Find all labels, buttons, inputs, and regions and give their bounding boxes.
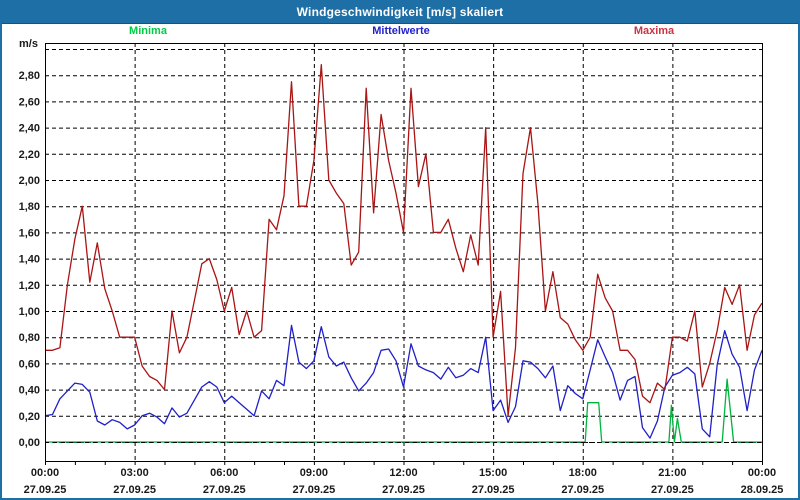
- x-axis-time-label: 21:00: [658, 467, 686, 479]
- x-axis-date-label: 27.09.25: [382, 484, 425, 496]
- series-maxima-line: [45, 64, 763, 417]
- x-axis-time-label: 12:00: [389, 467, 417, 479]
- x-axis-date-label: 27.09.25: [472, 484, 515, 496]
- svg-text:0,20: 0,20: [19, 411, 40, 423]
- svg-text:0,40: 0,40: [19, 385, 40, 397]
- x-axis-time-label: 00:00: [748, 467, 776, 479]
- x-axis-date-label: 27.09.25: [203, 484, 246, 496]
- x-axis-date-label: 27.09.25: [113, 484, 156, 496]
- svg-text:1,80: 1,80: [19, 201, 40, 213]
- legend-minima: Minima: [129, 25, 167, 37]
- svg-text:2,00: 2,00: [19, 175, 40, 187]
- x-axis-time-label: 15:00: [479, 467, 507, 479]
- svg-text:1,60: 1,60: [19, 227, 40, 239]
- plot-border: [45, 43, 763, 462]
- y-axis-unit-label: m/s: [19, 38, 38, 50]
- window-title-bar: Windgeschwindigkeit [m/s] skaliert: [2, 2, 798, 24]
- legend-maxima: Maxima: [633, 25, 675, 37]
- x-axis-time-label: 03:00: [121, 467, 149, 479]
- grid-lines: [45, 43, 762, 461]
- svg-text:0,80: 0,80: [19, 332, 40, 344]
- series-mittelwerte-line: [44, 324, 763, 439]
- svg-text:2,20: 2,20: [19, 149, 40, 161]
- x-axis-time-label: 18:00: [569, 467, 597, 479]
- svg-text:0,60: 0,60: [19, 358, 40, 370]
- x-axis-date-label: 27.09.25: [292, 484, 335, 496]
- svg-text:1,20: 1,20: [19, 280, 40, 292]
- x-axis-time-label: 09:00: [300, 467, 328, 479]
- svg-text:1,40: 1,40: [19, 254, 40, 266]
- svg-text:2,80: 2,80: [19, 70, 40, 82]
- svg-text:2,60: 2,60: [19, 96, 40, 108]
- window-title: Windgeschwindigkeit [m/s] skaliert: [296, 5, 504, 19]
- legend-mittelwerte: Mittelwerte: [372, 25, 430, 37]
- x-axis-time-label: 00:00: [31, 467, 59, 479]
- x-axis-date-label: 27.09.25: [24, 484, 67, 496]
- series-minima-line: [45, 378, 762, 443]
- x-axis-time-label: 06:00: [210, 467, 238, 479]
- svg-text:2,40: 2,40: [19, 123, 40, 135]
- svg-text:0,00: 0,00: [19, 437, 40, 449]
- x-axis-labels: 00:00 27.09.25 03:00 27.09.25 06:00 27.09.25 0…: [24, 467, 784, 496]
- x-axis-date-label: 28.09.25: [741, 484, 784, 496]
- x-axis-date-label: 27.09.25: [651, 484, 694, 496]
- svg-text:1,00: 1,00: [19, 306, 40, 318]
- x-axis-date-label: 27.09.25: [561, 484, 604, 496]
- y-axis-tick-labels: 0,00 0,20 0,40 0,60 0,80 1,00 1,20 1,40 1,60 1,80…: [19, 70, 40, 449]
